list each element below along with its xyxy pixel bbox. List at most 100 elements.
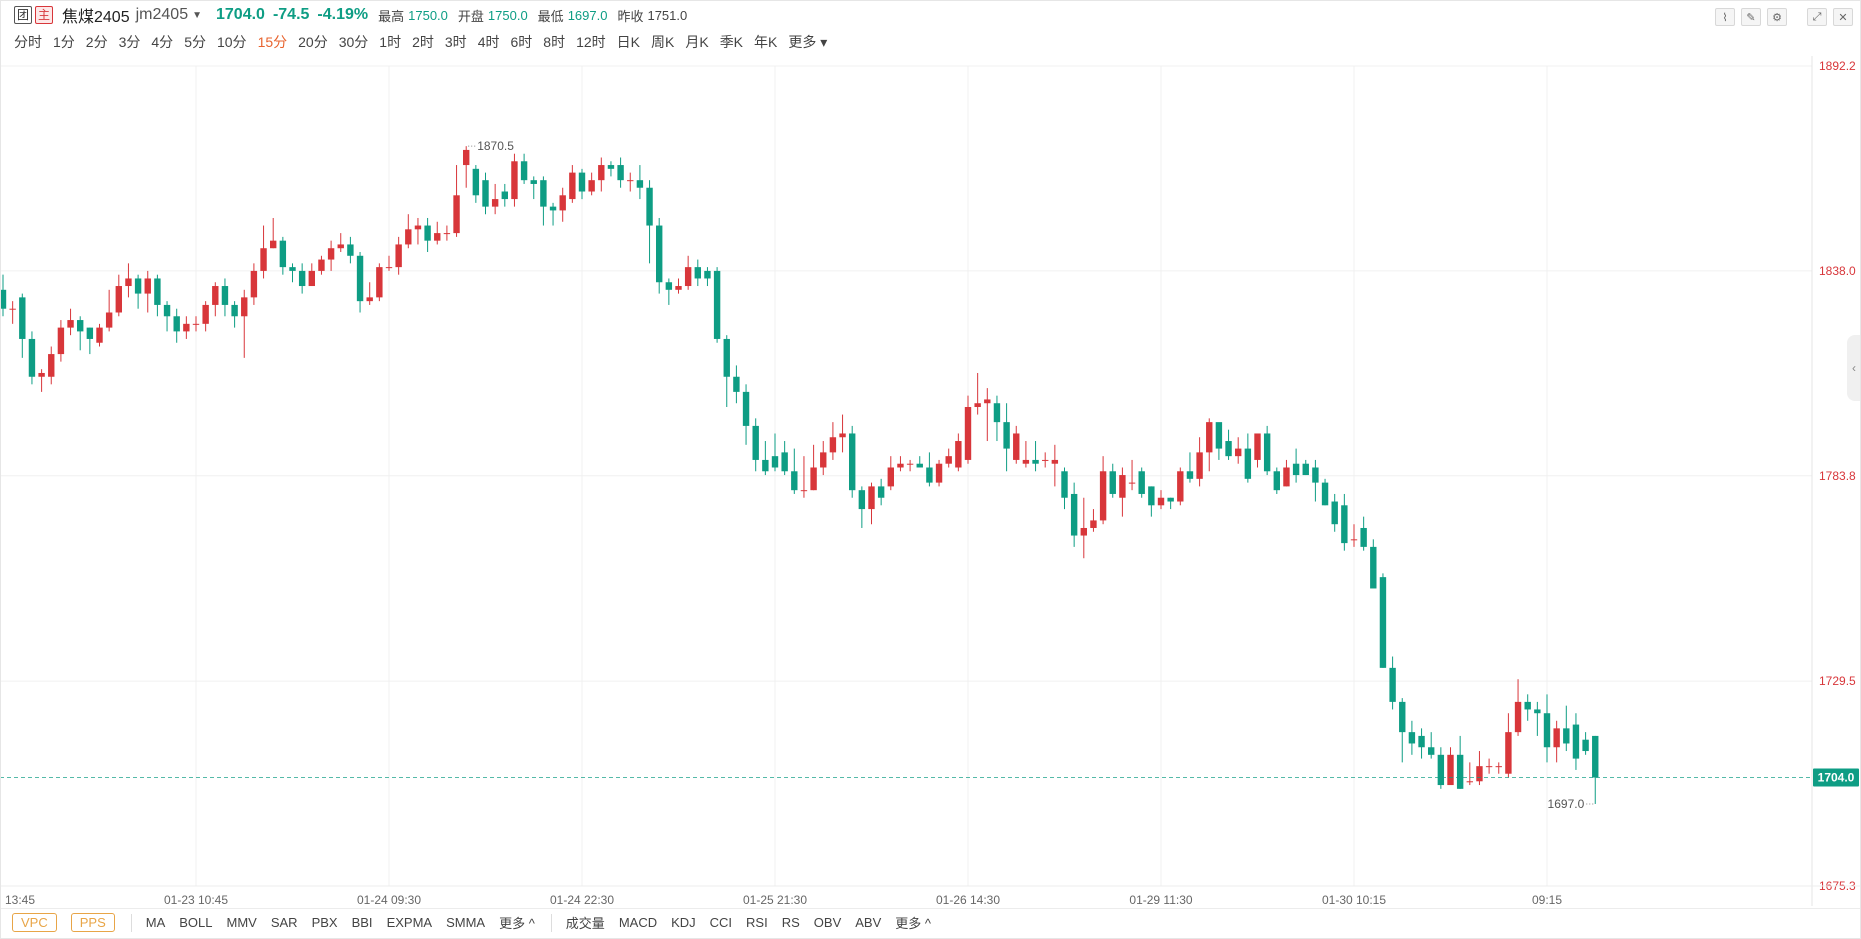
sub-indicator-0[interactable]: 成交量	[565, 916, 605, 931]
x-tick-label: 13:45	[5, 893, 35, 906]
candle-body	[144, 278, 151, 294]
candle-body	[327, 248, 335, 260]
candle-body	[221, 286, 229, 305]
candle-body	[463, 149, 470, 166]
period-8[interactable]: 20分	[298, 34, 328, 50]
main-indicator-8[interactable]: 更多 ^	[499, 916, 535, 931]
candle-body	[868, 486, 875, 510]
period-3[interactable]: 3分	[118, 34, 141, 50]
period-17[interactable]: 日K	[616, 34, 640, 50]
symbol-dropdown-icon[interactable]: ▼	[192, 9, 202, 21]
sub-indicator-7[interactable]: ABV	[855, 915, 882, 930]
period-9[interactable]: 30分	[338, 34, 369, 50]
sub-indicator-1[interactable]: MACD	[618, 915, 658, 930]
collapse-panel-icon[interactable]: ‹	[1847, 335, 1861, 401]
period-7[interactable]: 15分	[257, 34, 288, 50]
group-badge[interactable]: 团	[14, 6, 32, 24]
period-2[interactable]: 2分	[85, 34, 108, 50]
period-20[interactable]: 季K	[719, 34, 744, 50]
period-22[interactable]: 更多 ▾	[788, 34, 828, 50]
candle-body	[202, 304, 209, 324]
candle-body	[347, 244, 354, 256]
sub-indicator-8[interactable]: 更多 ^	[895, 916, 931, 931]
period-0[interactable]: 分时	[14, 34, 42, 50]
period-18[interactable]: 周K	[651, 34, 675, 50]
line-tool-icon[interactable]: ⌇	[1715, 8, 1735, 26]
close-icon[interactable]: ✕	[1833, 8, 1853, 26]
period-13[interactable]: 4时	[477, 34, 500, 50]
candle-body	[559, 195, 566, 211]
sub-indicator-3[interactable]: CCI	[709, 915, 733, 930]
candle-body	[1466, 781, 1473, 783]
main-indicator-7[interactable]: SMMA	[446, 915, 486, 930]
candle-body	[1447, 754, 1454, 786]
sub-indicator-4[interactable]: RSI	[746, 915, 768, 930]
candle-body	[877, 486, 885, 498]
candle-body	[713, 270, 721, 339]
period-5[interactable]: 5分	[184, 34, 206, 50]
period-19[interactable]: 月K	[685, 34, 709, 50]
candle-body	[289, 267, 296, 271]
high-label: 最高	[378, 8, 405, 24]
sub-indicator-6[interactable]: OBV	[813, 915, 842, 930]
candle-body	[887, 467, 894, 487]
indicator-button-1[interactable]: PPS	[70, 913, 115, 932]
settings-icon[interactable]: ⚙	[1767, 8, 1787, 26]
period-4[interactable]: 4分	[151, 34, 174, 50]
candle-body	[1138, 471, 1145, 494]
sub-indicator-5[interactable]: RS	[781, 915, 800, 930]
candle-body	[241, 297, 248, 317]
main-indicator-5[interactable]: BBI	[351, 915, 373, 930]
candle-body	[1505, 732, 1512, 774]
sub-indicator-2[interactable]: KDJ	[671, 915, 696, 930]
period-10[interactable]: 1时	[379, 34, 402, 50]
candle-body	[1177, 471, 1184, 502]
main-contract-badge[interactable]: 主	[35, 6, 53, 24]
period-14[interactable]: 6时	[510, 34, 533, 50]
candle-body	[1090, 520, 1097, 528]
candle-body	[569, 172, 576, 200]
main-indicator-2[interactable]: MMV	[226, 915, 257, 930]
main-indicator-4[interactable]: PBX	[311, 915, 338, 930]
high-value: 1750.0	[408, 7, 448, 23]
symbol-name[interactable]: 焦煤2405	[62, 9, 130, 26]
period-15[interactable]: 8时	[543, 34, 566, 50]
candle-body	[1341, 505, 1348, 544]
period-1[interactable]: 1分	[53, 34, 75, 50]
candle-body	[77, 320, 84, 332]
candle-body	[588, 180, 595, 192]
main-indicator-1[interactable]: BOLL	[179, 915, 213, 930]
candle-body	[636, 180, 644, 188]
candle-body	[1273, 471, 1280, 491]
period-16[interactable]: 12时	[576, 34, 606, 50]
candle-body	[617, 165, 624, 181]
candle-body	[38, 372, 45, 377]
candle-body	[1235, 448, 1242, 457]
candle-body	[1563, 728, 1570, 744]
candle-body	[501, 191, 508, 200]
candle-body	[723, 338, 730, 377]
indicator-button-0[interactable]: VPC	[12, 913, 57, 932]
candle-body	[742, 391, 750, 426]
period-6[interactable]: 10分	[216, 34, 247, 50]
fullscreen-icon[interactable]: ⤢	[1807, 8, 1827, 26]
candle-body	[414, 225, 422, 230]
draw-pen-icon[interactable]: ✎	[1741, 8, 1761, 26]
main-indicator-6[interactable]: EXPMA	[386, 915, 433, 930]
period-12[interactable]: 3时	[444, 34, 467, 50]
main-indicator-3[interactable]: SAR	[270, 915, 298, 930]
candle-body	[405, 229, 412, 245]
symbol-code[interactable]: jm2405	[135, 6, 189, 23]
candle-body	[9, 308, 16, 310]
candle-body	[308, 270, 315, 287]
candle-body	[385, 267, 393, 269]
period-11[interactable]: 2时	[412, 34, 434, 50]
candle-body	[935, 463, 943, 483]
candle-body	[916, 463, 923, 468]
period-21[interactable]: 年K	[754, 34, 778, 50]
candle-body	[540, 180, 547, 207]
open-label: 开盘	[457, 8, 484, 24]
candle-body	[1206, 422, 1213, 453]
main-indicator-0[interactable]: MA	[145, 915, 166, 930]
